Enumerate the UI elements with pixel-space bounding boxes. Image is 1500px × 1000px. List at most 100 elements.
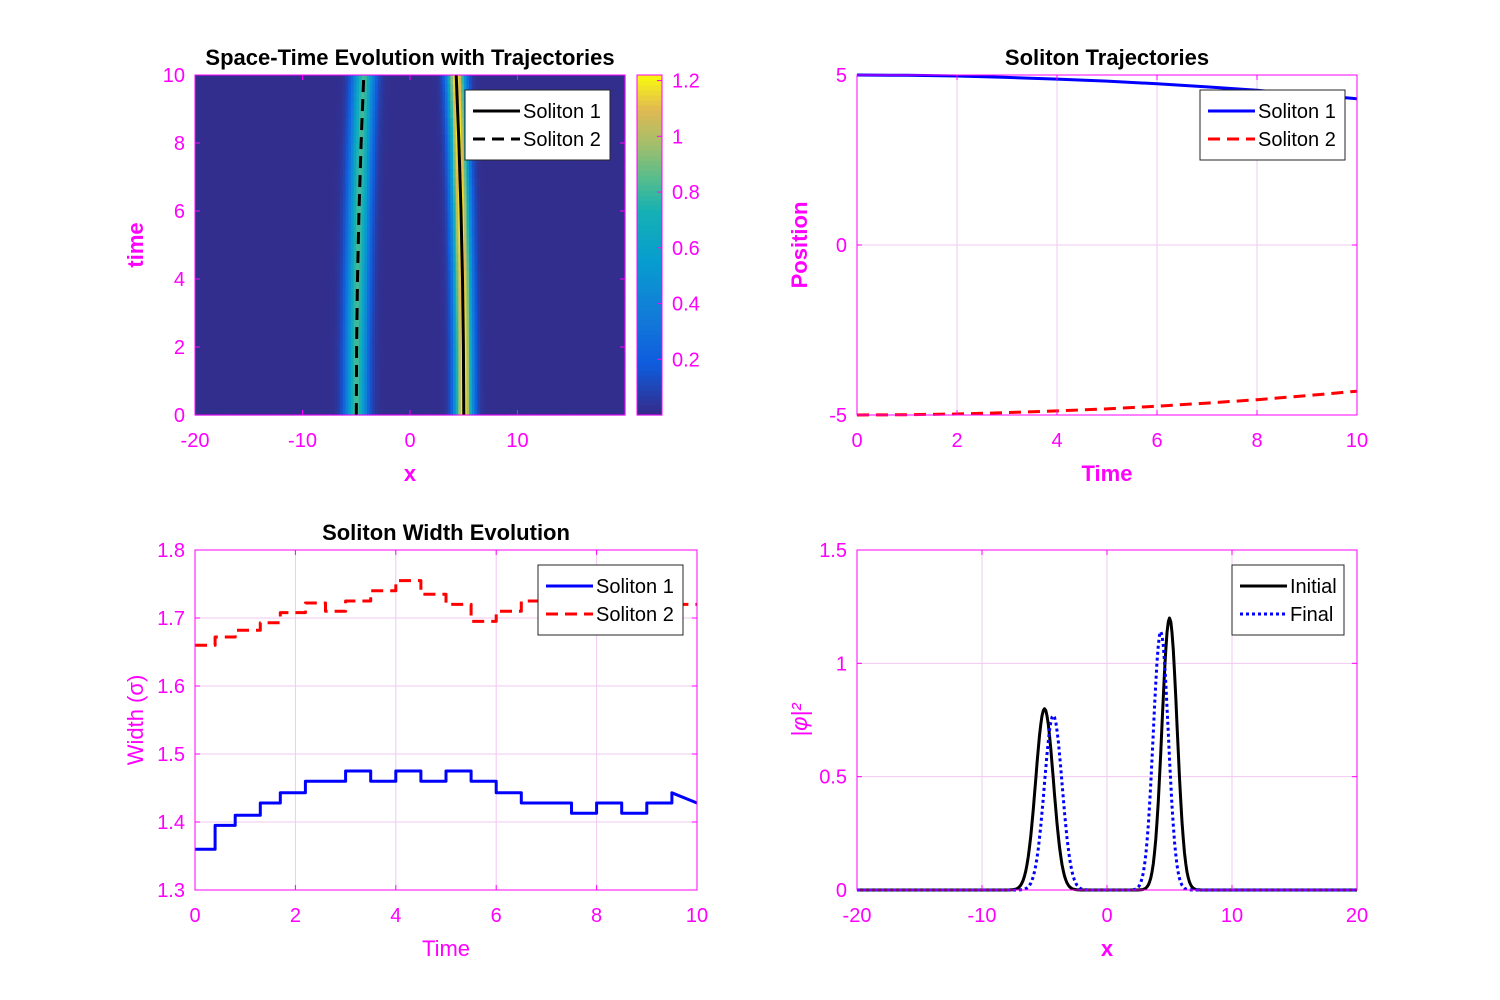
heatmap-cell — [498, 364, 502, 374]
heatmap-cell — [498, 296, 502, 306]
heatmap-cell — [388, 364, 392, 374]
heatmap-cell — [493, 406, 497, 416]
heatmap-cell — [514, 330, 519, 340]
heatmap-cell — [294, 313, 298, 323]
heatmap-cell — [358, 287, 363, 297]
heatmap-cell — [439, 228, 443, 238]
heatmap-cell — [512, 296, 516, 306]
heatmap-cell — [270, 177, 274, 187]
heatmap-cell — [224, 313, 228, 323]
heatmap-cell — [415, 279, 419, 289]
heatmap-cell — [334, 364, 339, 374]
heatmap-cell — [361, 211, 365, 221]
heatmap-cell — [232, 253, 236, 263]
heatmap-cell — [434, 253, 438, 263]
heatmap-cell — [334, 398, 339, 408]
heatmap-cell — [606, 177, 610, 187]
heatmap-cell — [582, 347, 586, 357]
heatmap-cell — [310, 389, 314, 399]
heatmap-cell — [200, 364, 204, 374]
heatmap-cell — [240, 168, 244, 178]
heatmap-cell — [307, 236, 312, 246]
heatmap-cell — [474, 338, 478, 348]
heatmap-cell — [407, 211, 411, 221]
heatmap-cell — [302, 194, 306, 204]
heatmap-cell — [297, 355, 301, 365]
heatmap-cell — [614, 168, 618, 178]
heatmap-cell — [219, 253, 223, 263]
heatmap-cell — [326, 389, 330, 399]
heatmap-cell — [224, 253, 228, 263]
heatmap-cell — [582, 313, 586, 323]
heatmap-cell — [611, 194, 615, 204]
heatmap-cell — [616, 160, 621, 170]
heatmap-cell — [563, 287, 567, 297]
heatmap-cell — [321, 279, 325, 289]
heatmap-cell — [283, 347, 287, 357]
heatmap-cell — [377, 194, 382, 204]
heatmap-cell — [372, 262, 376, 272]
heatmap-cell — [299, 228, 304, 238]
heatmap-cell — [603, 245, 607, 255]
heatmap-cell — [377, 219, 382, 229]
heatmap-cell — [267, 185, 271, 195]
heatmap-cell — [547, 381, 551, 391]
heatmap-cell — [555, 347, 559, 357]
heatmap-cell — [229, 228, 234, 238]
heatmap-cell — [396, 262, 400, 272]
heatmap-cell — [377, 236, 382, 246]
heatmap-cell — [358, 347, 363, 357]
heatmap-cell — [377, 330, 382, 340]
heatmap-cell — [238, 347, 242, 357]
heatmap-cell — [318, 185, 322, 195]
heatmap-cell — [536, 177, 540, 187]
heatmap-cell — [291, 321, 296, 331]
heatmap-cell — [415, 211, 419, 221]
heatmap-cell — [208, 321, 212, 331]
heatmap-cell — [434, 236, 438, 246]
heatmap-cell — [498, 245, 502, 255]
heatmap-cell — [410, 168, 414, 178]
heatmap-cell — [431, 296, 435, 306]
heatmap-cell — [541, 236, 545, 246]
heatmap-cell — [477, 168, 481, 178]
heatmap-cell — [197, 219, 201, 229]
heatmap-cell — [377, 279, 382, 289]
heatmap-cell — [517, 219, 521, 229]
heatmap-cell — [369, 202, 373, 212]
heatmap-cell — [264, 313, 269, 323]
heatmap-cell — [603, 219, 607, 229]
heatmap-cell — [361, 406, 365, 416]
heatmap-cell — [396, 228, 400, 238]
heatmap-cell — [490, 381, 494, 391]
heatmap-cell — [568, 253, 572, 263]
heatmap-cell — [509, 228, 513, 238]
heatmap-cell — [321, 347, 325, 357]
heatmap-cell — [203, 347, 207, 357]
heatmap-cell — [375, 253, 379, 263]
heatmap-cell — [272, 389, 277, 399]
heatmap-cell — [197, 389, 201, 399]
heatmap-cell — [487, 389, 492, 399]
heatmap-cell — [262, 211, 266, 221]
heatmap-cell — [248, 160, 253, 170]
heatmap-cell — [573, 313, 578, 323]
heatmap-cell — [587, 245, 591, 255]
heatmap-cell — [321, 253, 325, 263]
heatmap-cell — [221, 304, 226, 314]
heatmap-cell — [377, 177, 382, 187]
heatmap-cell — [619, 347, 623, 357]
heatmap-cell — [307, 219, 312, 229]
heatmap-cell — [380, 321, 384, 331]
heatmap-cell — [533, 168, 537, 178]
heatmap-cell — [423, 219, 427, 229]
heatmap-cell — [485, 313, 489, 323]
heatmap-cell — [227, 313, 231, 323]
heatmap-cell — [595, 202, 599, 212]
heatmap-cell — [224, 143, 228, 153]
heatmap-cell — [264, 211, 269, 221]
heatmap-cell — [590, 177, 594, 187]
heatmap-cell — [396, 253, 400, 263]
heatmap-cell — [463, 253, 468, 263]
heatmap-cell — [547, 287, 551, 297]
